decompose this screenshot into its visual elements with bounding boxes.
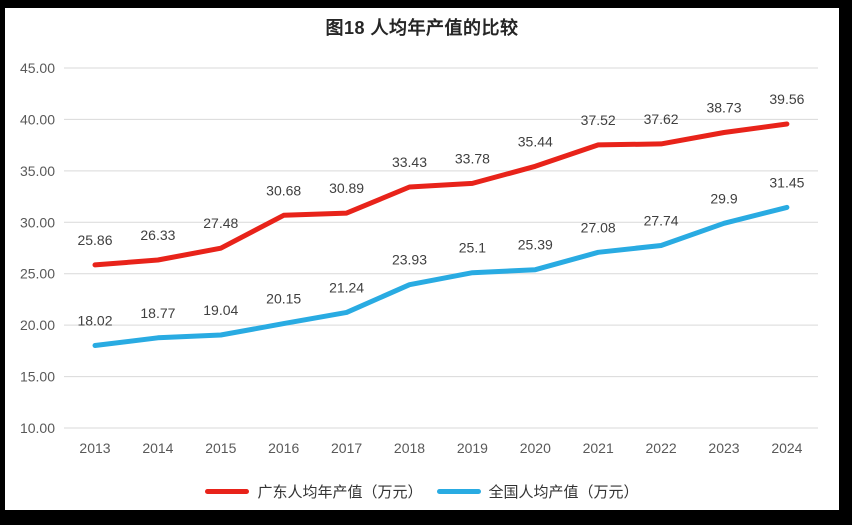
- y-axis-tick-label: 30.00: [20, 214, 55, 230]
- y-axis-tick-label: 15.00: [20, 369, 55, 385]
- data-label: 20.15: [266, 291, 301, 307]
- data-label: 19.04: [203, 302, 238, 318]
- data-label: 29.9: [710, 190, 737, 206]
- x-axis-tick-label: 2023: [708, 440, 739, 456]
- data-label: 27.08: [581, 219, 616, 235]
- x-axis-tick-label: 2020: [520, 440, 551, 456]
- x-axis-tick-label: 2024: [771, 440, 802, 456]
- chart-area: 图18 人均年产值的比较 10.00 15.00 20.00 25.00 30.00 35…: [5, 8, 839, 510]
- data-label: 23.93: [392, 252, 427, 268]
- x-axis-tick-label: 2022: [646, 440, 677, 456]
- legend-item-guangdong: 广东人均年产值（万元）: [205, 481, 423, 502]
- x-axis-tick-label: 2021: [583, 440, 614, 456]
- data-label: 18.77: [140, 305, 175, 321]
- national-line-swatch-icon: [436, 488, 481, 494]
- guangdong-line-swatch-icon: [205, 488, 250, 494]
- x-axis-tick-label: 2018: [394, 440, 425, 456]
- line-plot: 10.00 15.00 20.00 25.00 30.00 35.00 40.00 45.00…: [20, 60, 818, 456]
- x-axis-tick-label: 2015: [205, 440, 236, 456]
- data-label: 39.56: [769, 91, 804, 107]
- y-axis-tick-label: 10.00: [20, 420, 55, 436]
- data-label: 35.44: [518, 133, 553, 149]
- y-axis-tick-label: 40.00: [20, 111, 55, 127]
- series-line-0: [92, 121, 790, 268]
- data-label: 25.1: [459, 240, 486, 256]
- y-axis-tick-label: 25.00: [20, 266, 55, 282]
- data-label: 31.45: [769, 174, 804, 190]
- x-axis-tick-label: 2013: [79, 440, 110, 456]
- x-axis-tick-label: 2019: [457, 440, 488, 456]
- legend-label-guangdong: 广东人均年产值（万元）: [257, 483, 423, 501]
- y-axis-tick-label: 20.00: [20, 317, 55, 333]
- y-axis-tick-label: 35.00: [20, 163, 55, 179]
- data-label: 25.86: [77, 232, 112, 248]
- data-label: 27.74: [644, 213, 679, 229]
- data-label: 33.78: [455, 150, 490, 166]
- x-axis-tick-label: 2017: [331, 440, 362, 456]
- legend-item-national: 全国人均产值（万元）: [436, 481, 639, 502]
- data-label: 33.43: [392, 154, 427, 170]
- data-label: 38.73: [706, 100, 741, 116]
- data-label: 27.48: [203, 215, 238, 231]
- x-axis-tick-label: 2014: [142, 440, 173, 456]
- data-label: 26.33: [140, 227, 175, 243]
- data-label: 30.89: [329, 180, 364, 196]
- data-label: 37.52: [581, 112, 616, 128]
- series-line-1: [92, 204, 790, 348]
- chart-title: 图18 人均年产值的比较: [325, 18, 519, 38]
- x-axis-tick-label: 2016: [268, 440, 299, 456]
- data-label: 30.68: [266, 182, 301, 198]
- data-label: 18.02: [77, 313, 112, 329]
- data-label: 37.62: [644, 111, 679, 127]
- y-axis-tick-label: 45.00: [20, 60, 55, 76]
- legend-label-national: 全国人均产值（万元）: [488, 483, 639, 501]
- data-label: 25.39: [518, 237, 553, 253]
- legend: 广东人均年产值（万元） 全国人均产值（万元）: [5, 478, 839, 504]
- data-label: 21.24: [329, 279, 364, 295]
